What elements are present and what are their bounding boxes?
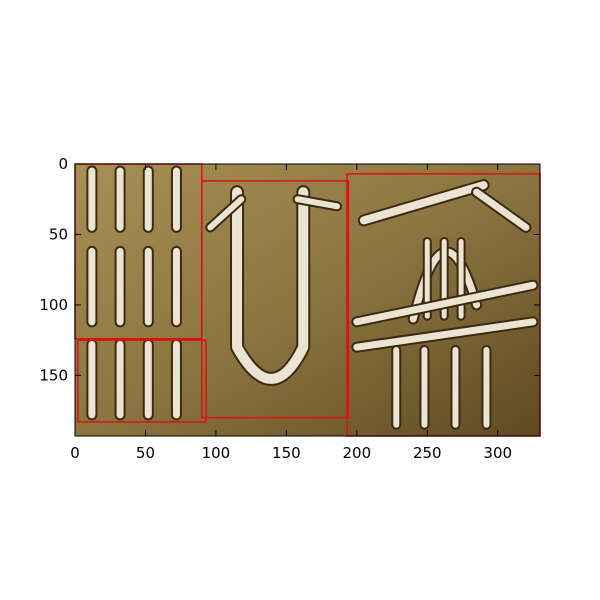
y-tick-label: 50 (49, 225, 68, 243)
inscription-image (75, 164, 540, 436)
glyph-u-serif-left (207, 196, 245, 231)
axes-frame (74, 163, 541, 437)
x-tick-label: 200 (342, 444, 371, 462)
axis-ticks: 0 50 100 150 200 250 300 0 50 100 150 (39, 155, 540, 462)
bounding-boxes (74, 163, 541, 437)
x-tick-label: 100 (202, 444, 231, 462)
x-tick-label: 250 (413, 444, 442, 462)
glyph-right-bar-2 (353, 318, 537, 351)
glyph-u-serif-right (294, 196, 341, 210)
x-tick-label: 50 (136, 444, 155, 462)
bounding-box-2 (77, 339, 207, 423)
glyph-right-bar-1 (353, 281, 537, 326)
glyph-u-shape (232, 187, 309, 384)
x-tick-label: 0 (70, 444, 80, 462)
carved-glyphs (86, 165, 539, 430)
y-tick-label: 0 (58, 155, 68, 173)
glyph-right-diagonal (359, 181, 488, 225)
bounding-box-3 (201, 180, 350, 419)
glyph-right-top-arm (473, 188, 530, 231)
x-tick-label: 150 (272, 444, 301, 462)
x-tick-label: 300 (483, 444, 512, 462)
y-tick-label: 150 (39, 366, 68, 384)
y-tick-label: 100 (39, 296, 68, 314)
